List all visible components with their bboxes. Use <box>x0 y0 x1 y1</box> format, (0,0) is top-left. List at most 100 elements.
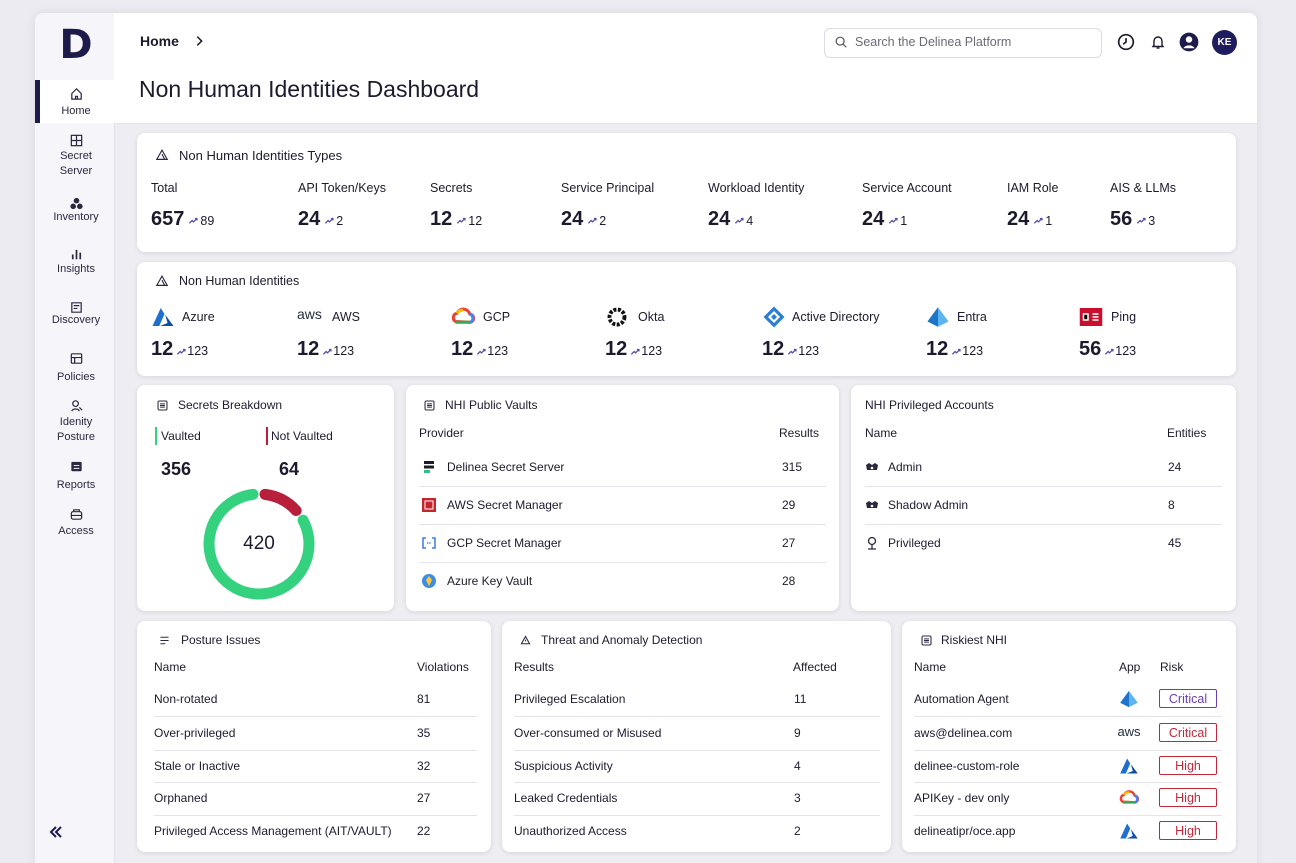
row-name: GCP Secret Manager <box>447 536 562 550</box>
row-name: delinee-custom-role <box>914 759 1020 773</box>
card-title: NHI Public Vaults <box>445 398 538 412</box>
nav-icon[interactable] <box>69 300 84 315</box>
nav-item[interactable]: Reports <box>56 478 96 491</box>
card-icon <box>157 400 167 410</box>
risk-label: High <box>1175 823 1201 838</box>
nav-item[interactable]: Access <box>58 524 94 537</box>
history-button[interactable] <box>1117 33 1135 51</box>
nav-item[interactable]: Discovery <box>51 314 101 326</box>
nav-icon[interactable] <box>69 459 84 474</box>
row-icon <box>422 574 436 588</box>
nav-icon[interactable] <box>69 196 84 211</box>
metric-trend: 1 <box>1045 213 1053 228</box>
row-name: Azure Key Vault <box>447 574 533 588</box>
row-value: 81 <box>417 692 431 706</box>
provider-value: 12 <box>151 338 174 360</box>
row-name: Delinea Secret Server <box>447 460 565 474</box>
nav-icon[interactable] <box>69 351 84 366</box>
row-value: 29 <box>782 498 796 512</box>
collapse-button[interactable] <box>48 824 64 840</box>
provider-label: Azure <box>182 309 215 324</box>
nav-item[interactable]: Inventory <box>53 211 99 223</box>
provider-trend: 123 <box>187 343 209 358</box>
nav-item[interactable]: Home <box>61 104 91 117</box>
row-separator <box>154 782 477 783</box>
row-icon <box>422 498 436 512</box>
column-header: Name <box>154 660 187 674</box>
row-value: 11 <box>794 692 807 706</box>
trend-icon <box>734 217 744 224</box>
provider-logo <box>763 306 785 328</box>
card-title: Secrets Breakdown <box>178 398 283 412</box>
provider-value: 12 <box>926 338 949 360</box>
nav-icon[interactable] <box>69 507 84 522</box>
row-separator <box>514 814 880 816</box>
avatar-initials: KE <box>1217 36 1232 48</box>
card-title: Non Human Identities Types <box>179 147 343 163</box>
breadcrumb[interactable]: Home <box>140 33 179 49</box>
nav-icon[interactable] <box>69 247 84 262</box>
metric-label: Secrets <box>430 180 473 195</box>
search-box[interactable] <box>824 28 1102 58</box>
column-header: Name <box>914 660 947 674</box>
nav-item[interactable]: Policies <box>57 370 95 383</box>
row-separator <box>914 749 1222 751</box>
trend-icon <box>951 348 961 355</box>
risk-badge <box>1159 723 1217 742</box>
risk-label: High <box>1175 790 1201 805</box>
row-separator <box>154 814 477 816</box>
donut-segment <box>203 488 315 600</box>
row-name: Privileged Access Management (AIT/VAULT) <box>154 824 392 838</box>
row-icon <box>422 537 436 549</box>
nav-icon[interactable] <box>69 133 84 148</box>
nav-icon[interactable] <box>69 398 84 413</box>
avatar[interactable] <box>1212 30 1237 55</box>
provider-value: 56 <box>1079 338 1102 360</box>
provider-label: GCP <box>483 309 511 324</box>
card-title: Threat and Anomaly Detection <box>541 633 703 647</box>
profile-button[interactable] <box>1179 32 1199 52</box>
notifications-button[interactable] <box>1150 34 1166 50</box>
row-separator <box>914 716 1222 717</box>
search-icon <box>835 36 847 48</box>
row-name: Shadow Admin <box>888 498 969 512</box>
row-value: 315 <box>782 460 803 474</box>
provider-logo <box>451 307 475 324</box>
card-title: Posture Issues <box>181 633 261 647</box>
nhi-card <box>137 262 1236 376</box>
row-name: Over-consumed or Misused <box>514 726 662 740</box>
trend-icon <box>587 217 597 224</box>
nav-item[interactable]: Insights <box>57 263 95 275</box>
app-logo <box>1120 758 1138 774</box>
card-icon <box>155 149 169 160</box>
types-card <box>137 133 1236 252</box>
row-name: Over-privileged <box>154 726 236 740</box>
metric-value: 24 <box>862 208 885 230</box>
trend-icon <box>176 348 186 355</box>
donut-total: 420 <box>243 533 275 554</box>
vaults-card <box>406 385 839 611</box>
trend-icon <box>322 348 332 355</box>
app-logo: aws <box>1117 723 1141 739</box>
card-title: Riskiest NHI <box>941 633 1008 647</box>
provider-value: 12 <box>297 338 320 360</box>
nav-item[interactable]: Idenity Posture <box>57 415 95 443</box>
trend-icon <box>1104 348 1114 355</box>
row-icon <box>424 461 434 473</box>
column-header: App <box>1119 660 1141 674</box>
provider-label: Entra <box>957 309 987 324</box>
provider-logo: aws <box>297 306 322 322</box>
row-separator <box>419 562 826 563</box>
provider-trend: 123 <box>333 343 355 358</box>
row-separator <box>419 524 826 525</box>
nav-selected-bar <box>35 80 40 123</box>
row-name: Privileged <box>888 536 941 550</box>
row-separator <box>514 716 880 717</box>
trend-icon <box>1033 217 1043 224</box>
row-separator <box>865 486 1222 487</box>
nav-item[interactable]: Secret Server <box>59 149 93 177</box>
logo: D <box>59 22 93 68</box>
nav-icon[interactable] <box>69 86 84 101</box>
legend-label: Vaulted <box>161 429 201 443</box>
card-title: NHI Privileged Accounts <box>865 398 994 412</box>
